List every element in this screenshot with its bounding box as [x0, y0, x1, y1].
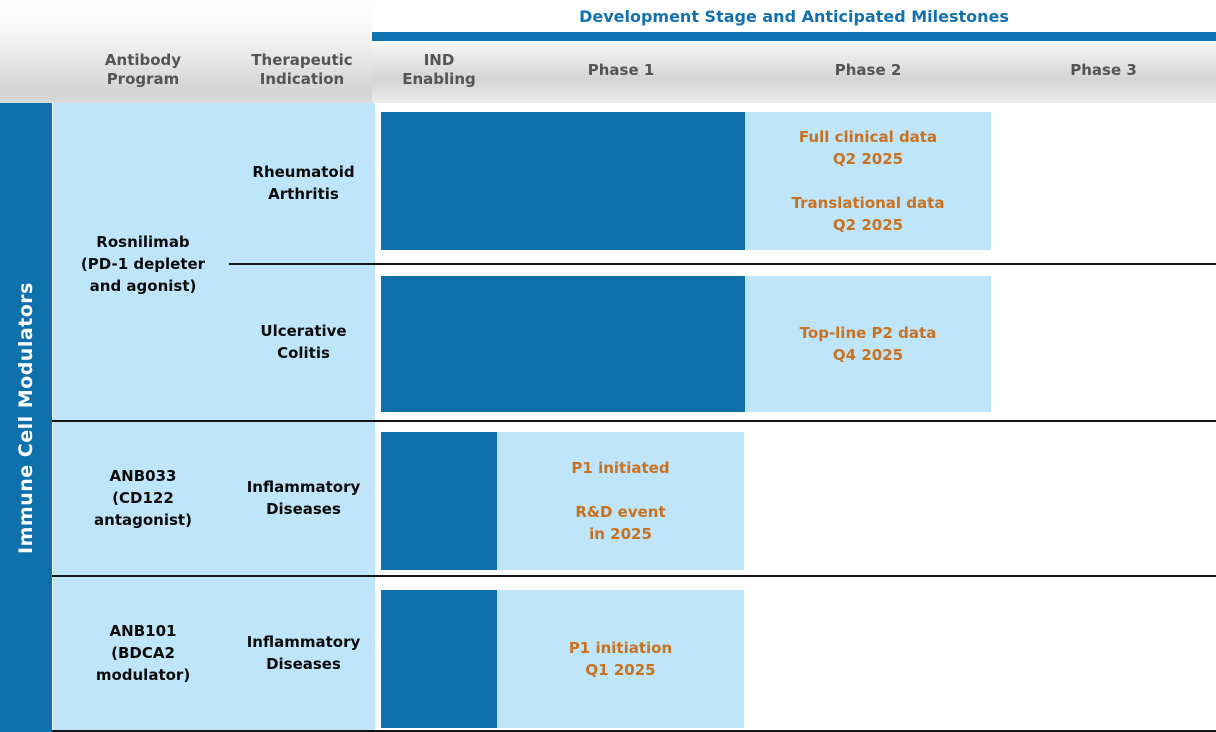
column-header-phase-1: Phase 1: [587, 60, 655, 79]
program-label-anb033: ANB033 (CD122 antagonist): [94, 467, 192, 529]
milestone-text: R&D event in 2025: [575, 503, 666, 543]
column-header-phase-3: Phase 3: [1070, 60, 1137, 79]
header-background-stages: [372, 41, 1216, 103]
branch-line-rosnilimab: [229, 263, 1216, 265]
column-header-phase-2: Phase 2: [834, 60, 902, 79]
milestone-box-anb101: P1 initiation Q1 2025: [497, 590, 744, 728]
column-header-ind-enabling: IND Enabling: [402, 51, 476, 88]
separator-line-2: [52, 575, 1216, 577]
milestone-box-rheumatoid-arthritis: Full clinical data Q2 2025 Translational…: [745, 112, 991, 250]
separator-line-1: [52, 420, 1216, 422]
indication-label-inflammatory-diseases-anb101: Inflammatory Diseases: [246, 633, 361, 673]
program-cell-anb101: [53, 577, 375, 730]
separator-line-bottom: [52, 730, 1216, 732]
milestone-box-anb033: P1 initiated R&D event in 2025: [497, 432, 744, 570]
category-sidebar: Immune Cell Modulators: [0, 103, 52, 732]
milestone-text: Translational data Q2 2025: [791, 194, 945, 234]
program-cell-rosnilimab: [53, 103, 375, 420]
milestone-text: Top-line P2 data Q4 2025: [799, 324, 937, 364]
milestone-text: P1 initiation Q1 2025: [568, 639, 673, 679]
column-header-therapeutic-indication: Therapeutic Indication: [251, 51, 353, 88]
indication-label-rheumatoid-arthritis: Rheumatoid Arthritis: [252, 163, 355, 203]
program-label-anb101: ANB101 (BDCA2 modulator): [95, 622, 191, 684]
milestone-text: Full clinical data Q2 2025: [798, 128, 938, 168]
progress-bar-rheumatoid-arthritis: [381, 112, 745, 250]
category-sidebar-label: Immune Cell Modulators: [15, 281, 37, 554]
program-label-rosnilimab: Rosnilimab (PD-1 depleter and agonist): [80, 233, 206, 295]
progress-bar-ulcerative-colitis: [381, 276, 745, 412]
title-underline-bar: [372, 32, 1216, 41]
progress-bar-anb033: [381, 432, 497, 570]
header-background-left: [0, 0, 372, 103]
figure-title: Development Stage and Anticipated Milest…: [579, 6, 1009, 26]
column-header-antibody-program: Antibody Program: [104, 51, 182, 88]
indication-label-inflammatory-diseases-anb033: Inflammatory Diseases: [246, 478, 361, 518]
program-cell-anb033: [53, 422, 375, 575]
milestone-text: P1 initiated: [571, 459, 670, 477]
progress-bar-anb101: [381, 590, 497, 728]
indication-label-ulcerative-colitis: Ulcerative Colitis: [260, 322, 347, 362]
milestone-box-ulcerative-colitis: Top-line P2 data Q4 2025: [745, 276, 991, 412]
